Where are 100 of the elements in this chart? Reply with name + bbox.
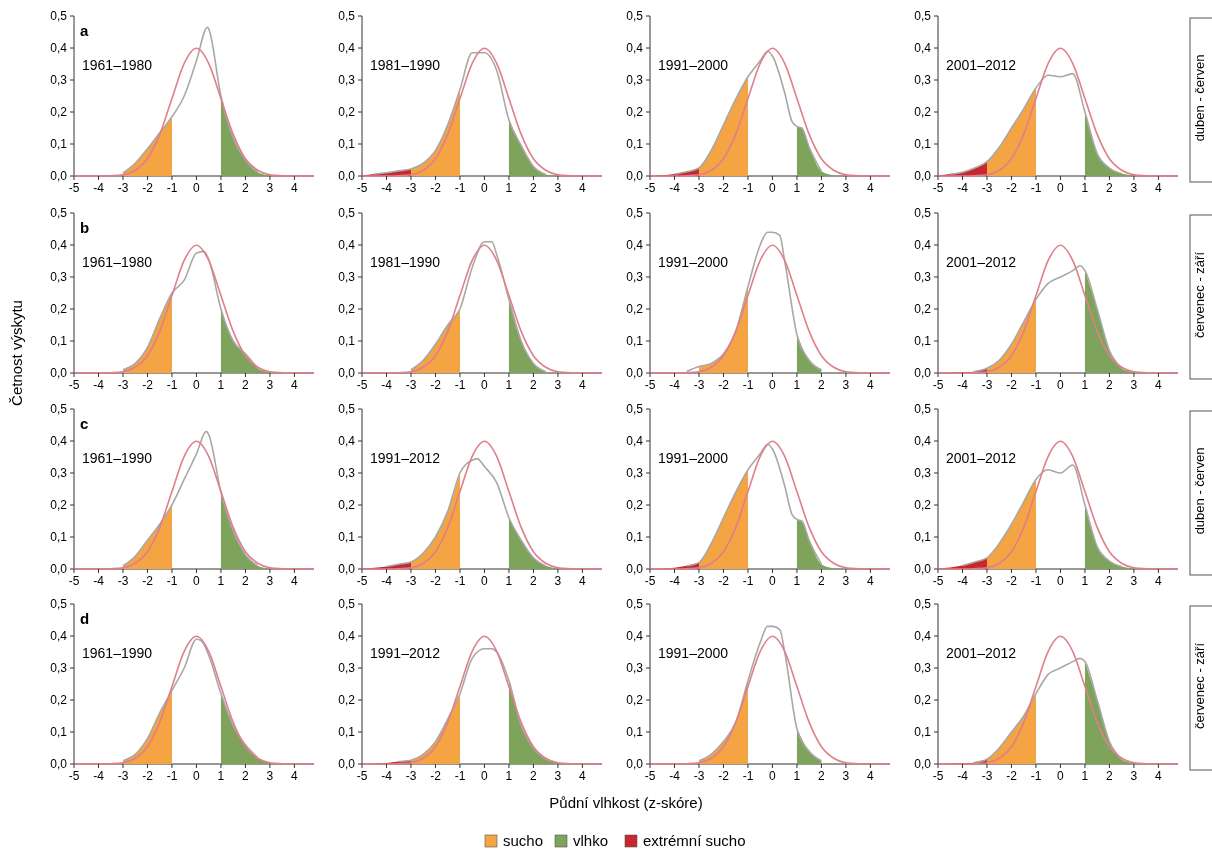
y-tick-label: 0,5 <box>338 402 356 417</box>
x-tick-label: -3 <box>405 378 417 392</box>
annotation: b <box>80 219 90 236</box>
x-axis-title: Půdní vlhkost (z-skóre) <box>549 794 703 811</box>
y-tick-label: 0,1 <box>914 530 932 545</box>
x-tick-label: -3 <box>981 574 993 588</box>
x-tick-label: -5 <box>356 574 368 588</box>
y-tick-label: 0,3 <box>338 466 356 481</box>
y-tick-label: 0,5 <box>626 9 644 24</box>
text: 2001–2012 <box>946 450 1017 467</box>
x-tick-label: 2 <box>818 769 826 783</box>
x-tick-label: 0 <box>193 181 201 195</box>
y-tick-label: 0,4 <box>338 434 356 449</box>
x-tick-label: 0 <box>481 574 489 588</box>
x-tick-label: -3 <box>981 181 993 195</box>
x-tick-label: -2 <box>1006 574 1018 588</box>
x-tick-label: 4 <box>291 181 299 195</box>
y-tick-label: 0,3 <box>50 270 68 285</box>
x-tick-label: 1 <box>1081 769 1089 783</box>
y-tick-label: 0,2 <box>626 498 644 513</box>
x-tick-label: -2 <box>142 769 154 783</box>
y-tick-label: 0,4 <box>914 41 932 56</box>
text: 1991–2000 <box>658 57 729 74</box>
y-tick-label: 0,5 <box>338 206 356 221</box>
x-tick-label: 4 <box>291 378 299 392</box>
x-tick-label: 3 <box>842 378 850 392</box>
x-tick-label: 3 <box>1130 378 1138 392</box>
x-tick-label: 1 <box>505 769 513 783</box>
x-tick-label: 0 <box>1057 378 1065 392</box>
x-tick-label: -3 <box>693 769 705 783</box>
y-tick-label: 0,4 <box>914 434 932 449</box>
x-tick-label: -1 <box>1030 769 1042 783</box>
y-tick-label: 0,1 <box>338 530 356 545</box>
y-tick-label: 0,1 <box>626 334 644 349</box>
x-tick-label: 1 <box>217 378 225 392</box>
y-tick-label: 0,4 <box>338 41 356 56</box>
x-tick-label: 2 <box>818 378 826 392</box>
text: 1991–2000 <box>658 450 729 467</box>
y-tick-label: 0,3 <box>914 661 932 676</box>
x-tick-label: -3 <box>405 181 417 195</box>
y-tick-label: 0,0 <box>338 366 356 381</box>
y-tick-label: 0,4 <box>50 434 68 449</box>
annotation: d <box>80 610 90 627</box>
x-tick-label: 2 <box>1106 769 1114 783</box>
y-tick-label: 0,4 <box>626 629 644 644</box>
x-tick-label: 1 <box>793 769 801 783</box>
y-tick-label: 0,1 <box>338 334 356 349</box>
x-tick-label: 1 <box>217 574 225 588</box>
x-tick-label: -4 <box>93 769 105 783</box>
x-tick-label: -1 <box>454 574 466 588</box>
x-tick-label: -2 <box>718 769 730 783</box>
x-tick-label: -5 <box>68 769 80 783</box>
x-tick-label: 1 <box>1081 574 1089 588</box>
x-tick-label: 4 <box>1155 181 1163 195</box>
x-tick-label: -3 <box>117 378 129 392</box>
x-tick-label: 2 <box>242 378 250 392</box>
text: červenec - září <box>1192 642 1207 729</box>
x-tick-label: 2 <box>242 769 250 783</box>
x-tick-label: 4 <box>1155 574 1163 588</box>
text: duben - červen <box>1192 447 1207 535</box>
x-tick-label: -4 <box>381 574 393 588</box>
y-tick-label: 0,4 <box>50 629 68 644</box>
y-tick-label: 0,0 <box>626 757 644 772</box>
x-tick-label: 2 <box>818 181 826 195</box>
x-tick-label: 2 <box>818 574 826 588</box>
legend-label: extrémní sucho <box>643 832 746 849</box>
x-tick-label: -3 <box>405 769 417 783</box>
x-tick-label: -5 <box>644 769 656 783</box>
x-tick-label: 4 <box>579 181 587 195</box>
x-tick-label: 0 <box>769 181 777 195</box>
x-tick-label: -1 <box>166 769 178 783</box>
x-tick-label: -4 <box>669 378 681 392</box>
x-tick-label: -3 <box>117 769 129 783</box>
y-tick-label: 0,0 <box>914 562 932 577</box>
y-tick-label: 0,4 <box>914 238 932 253</box>
y-tick-label: 0,2 <box>626 302 644 317</box>
text: duben - červen <box>1192 54 1207 142</box>
y-tick-label: 0,2 <box>338 693 356 708</box>
x-tick-label: 3 <box>842 181 850 195</box>
y-tick-label: 0,1 <box>50 530 68 545</box>
x-tick-label: -2 <box>1006 181 1018 195</box>
y-tick-label: 0,3 <box>914 466 932 481</box>
x-tick-label: 3 <box>1130 574 1138 588</box>
y-tick-label: 0,1 <box>50 725 68 740</box>
y-tick-label: 0,0 <box>626 169 644 184</box>
x-tick-label: 4 <box>867 181 875 195</box>
x-tick-label: 2 <box>242 574 250 588</box>
y-tick-label: 0,2 <box>914 693 932 708</box>
x-tick-label: -3 <box>117 574 129 588</box>
text: červenec - září <box>1192 251 1207 338</box>
x-tick-label: 1 <box>217 769 225 783</box>
x-tick-label: -3 <box>693 574 705 588</box>
x-tick-label: 3 <box>1130 181 1138 195</box>
y-tick-label: 0,5 <box>338 597 356 612</box>
y-tick-label: 0,5 <box>914 402 932 417</box>
x-tick-label: 0 <box>481 181 489 195</box>
x-tick-label: 0 <box>481 378 489 392</box>
x-tick-label: -4 <box>957 181 969 195</box>
x-tick-label: -4 <box>669 181 681 195</box>
y-tick-label: 0,3 <box>50 661 68 676</box>
